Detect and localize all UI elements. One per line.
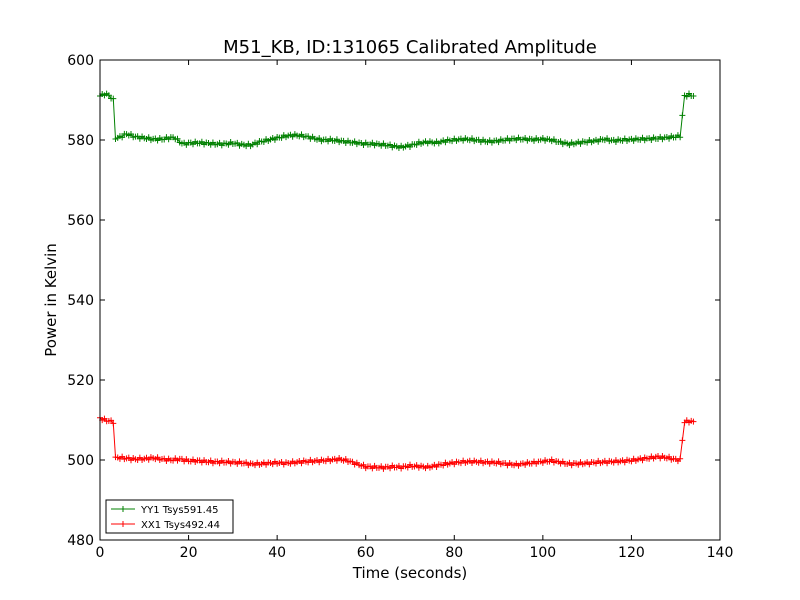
x-tick-label: 0: [96, 545, 105, 561]
data-point: [690, 418, 697, 425]
y-tick-label: 540: [67, 293, 94, 309]
axis-ticks: 0 20 40 60 80 100 120 140 480 500 520 540 560 580 600: [67, 53, 733, 561]
legend-marker: [120, 521, 126, 527]
data-point: [108, 417, 115, 424]
x-tick-label: 40: [268, 545, 286, 561]
x-tick-label: 20: [180, 545, 198, 561]
x-axis-label: Time (seconds): [352, 564, 468, 582]
data-point: [316, 135, 323, 142]
y-tick-label: 480: [67, 533, 94, 549]
x-tick-label: 80: [445, 545, 463, 561]
data-point: [677, 134, 684, 141]
data-point: [666, 453, 673, 460]
legend-label: YY1 Tsys591.45: [140, 505, 219, 516]
data-point: [254, 141, 261, 148]
data-point: [105, 92, 112, 99]
data-point: [360, 461, 367, 468]
y-tick-label: 600: [67, 53, 94, 69]
plot-frame: [99, 59, 721, 541]
data-point: [683, 93, 690, 100]
y-tick-label: 580: [67, 133, 94, 149]
data-point: [677, 455, 684, 462]
x-tick-label: 120: [618, 545, 645, 561]
legend-label: XX1 Tsys492.44: [141, 520, 220, 531]
legend: YY1 Tsys591.45 XX1 Tsys492.44: [105, 499, 234, 534]
data-point: [413, 141, 420, 148]
series-2: [97, 414, 697, 472]
legend-marker: [120, 506, 126, 512]
y-tick-label: 500: [67, 453, 94, 469]
data-point: [679, 112, 686, 119]
y-tick-label: 560: [67, 213, 94, 229]
data-point: [679, 437, 686, 444]
x-tick-label: 60: [357, 545, 375, 561]
legend-box: [105, 499, 234, 534]
data-point: [119, 134, 126, 141]
data-point: [174, 135, 181, 142]
data-point: [690, 93, 697, 99]
y-axis-label: Power in Kelvin: [42, 243, 60, 357]
x-tick-label: 100: [529, 545, 556, 561]
y-tick-label: 520: [67, 373, 94, 389]
data-point: [110, 95, 117, 102]
data-point: [128, 131, 134, 138]
series-layer: [97, 90, 697, 472]
x-tick-label: 140: [707, 545, 734, 561]
chart-title: M51_KB, ID:131065 Calibrated Amplitude: [223, 37, 597, 58]
series-1: [97, 90, 697, 152]
data-point: [110, 420, 117, 427]
